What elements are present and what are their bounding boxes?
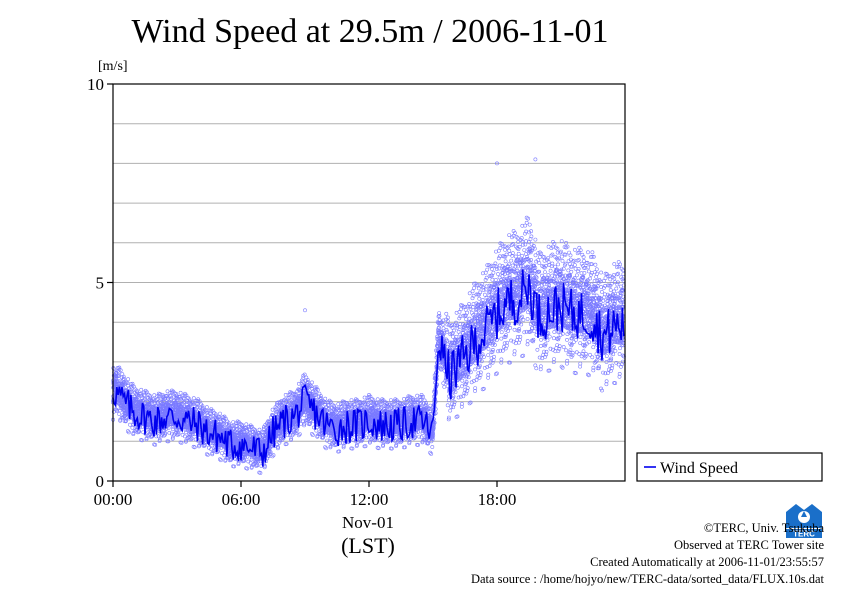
data-point xyxy=(222,453,227,458)
data-point xyxy=(147,429,152,434)
chart-title: Wind Speed at 29.5m / 2006-11-01 xyxy=(131,13,609,50)
data-point xyxy=(116,374,121,378)
data-point xyxy=(218,411,222,416)
sample-points xyxy=(111,157,626,475)
data-point xyxy=(131,384,136,389)
data-point xyxy=(191,396,196,401)
data-point xyxy=(143,393,147,398)
data-point xyxy=(126,377,131,382)
data-point xyxy=(134,388,139,393)
data-point xyxy=(135,395,140,400)
data-point xyxy=(192,445,197,450)
data-point xyxy=(125,381,130,385)
data-point xyxy=(257,427,262,432)
data-point xyxy=(148,394,152,398)
data-point xyxy=(153,442,158,447)
data-point xyxy=(142,397,147,402)
data-point xyxy=(118,368,123,373)
data-point xyxy=(124,418,128,423)
data-point xyxy=(204,452,209,457)
data-point xyxy=(205,452,210,457)
data-point xyxy=(302,413,307,418)
data-point xyxy=(122,379,127,384)
data-point xyxy=(140,438,145,443)
data-point xyxy=(143,397,147,401)
data-point xyxy=(180,432,185,437)
data-point xyxy=(128,422,132,427)
data-point xyxy=(123,381,128,386)
data-point xyxy=(114,379,119,383)
data-point xyxy=(139,394,144,398)
data-point xyxy=(376,446,381,451)
data-point xyxy=(206,445,211,450)
data-point xyxy=(117,412,122,417)
data-point xyxy=(178,390,183,395)
data-point xyxy=(126,429,130,434)
data-point xyxy=(133,428,138,433)
data-point xyxy=(244,422,249,427)
data-point xyxy=(323,396,328,401)
data-point xyxy=(130,425,135,430)
data-point xyxy=(310,380,314,385)
data-point xyxy=(258,471,263,475)
data-point xyxy=(245,466,250,471)
data-point xyxy=(124,380,129,385)
data-point xyxy=(148,400,153,405)
data-point xyxy=(204,408,209,413)
data-point xyxy=(143,390,148,395)
data-point xyxy=(138,391,143,396)
data-point xyxy=(204,405,209,410)
data-point xyxy=(126,430,131,435)
data-point xyxy=(121,374,126,379)
data-point xyxy=(375,397,380,402)
data-point xyxy=(139,387,144,392)
